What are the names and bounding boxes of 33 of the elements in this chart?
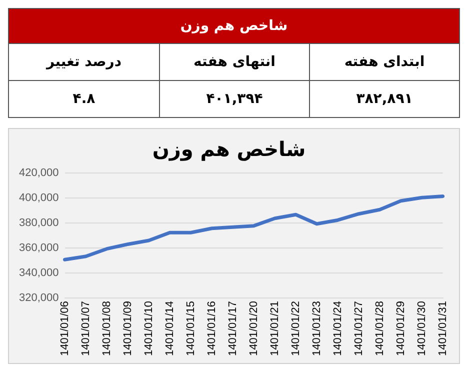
y-tick-label: 380,000 (18, 217, 59, 230)
x-tick-label: 1401/01/06 (58, 300, 71, 356)
y-tick-label: 420,000 (18, 167, 59, 180)
x-tick-label: 1401/01/27 (352, 300, 365, 356)
text: شاخص هم وزن (9, 9, 459, 44)
x-tick-label: 1401/01/15 (184, 300, 197, 356)
y-tick-label: 360,000 (18, 242, 59, 254)
x-tick-label: 1401/01/23 (310, 300, 323, 356)
x-tick-label: 1401/01/21 (268, 300, 281, 356)
x-tick-label: 1401/01/20 (248, 300, 260, 356)
text: درصد تغییر (44, 53, 123, 72)
x-tick-label: 1401/01/30 (416, 300, 428, 356)
x-tick-label: 1401/01/22 (290, 300, 302, 356)
x-tick-label: 1401/01/10 (142, 300, 155, 356)
chart-title: شاخص هم وزن (152, 137, 306, 162)
x-tick-label: 1401/01/09 (122, 300, 134, 356)
x-tick-label: 1401/01/16 (206, 300, 218, 356)
y-tick-label: 320,000 (18, 292, 59, 304)
text: ۴.۸ (9, 80, 159, 117)
text: انتهای هفته (159, 44, 309, 80)
x-tick-label: 1401/01/08 (100, 300, 113, 356)
y-tick-label: 400,000 (18, 192, 59, 204)
text: ۴۰۱,۳۹۴ (159, 80, 309, 117)
x-tick-label: 1401/01/14 (164, 300, 176, 356)
x-tick-label: 1401/01/17 (226, 300, 239, 356)
y-tick-label: 340,000 (18, 266, 59, 279)
x-tick-label: 1401/01/07 (80, 300, 92, 356)
x-tick-label: 1401/01/28 (374, 300, 386, 356)
x-tick-label: 1401/01/24 (332, 300, 344, 356)
x-tick-label: 1401/01/31 (436, 300, 449, 356)
text: ابتدای هفته (309, 44, 459, 80)
x-tick-label: 1401/01/29 (394, 300, 407, 356)
text: ۳۸۲,۸۹۱ (309, 80, 459, 117)
